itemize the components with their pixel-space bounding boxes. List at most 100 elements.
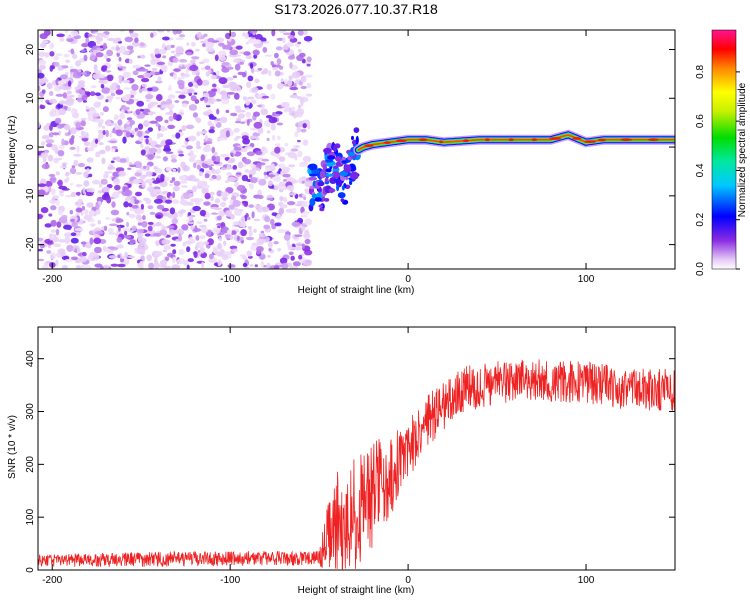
transition-blob <box>333 145 338 152</box>
noise-speckle <box>177 210 185 214</box>
noise-speckle <box>230 152 234 156</box>
noise-speckle <box>161 207 169 212</box>
noise-speckle <box>306 63 311 67</box>
noise-speckle <box>68 80 72 87</box>
noise-speckle <box>83 70 91 77</box>
transition-blob <box>318 204 324 208</box>
noise-speckle <box>264 215 271 223</box>
noise-speckle <box>195 140 201 147</box>
noise-speckle <box>95 92 101 96</box>
noise-speckle <box>173 155 177 158</box>
noise-speckle <box>270 218 275 226</box>
noise-speckle <box>195 48 200 52</box>
noise-speckle <box>190 56 200 59</box>
noise-speckle <box>71 108 78 115</box>
noise-speckle <box>232 200 241 207</box>
y-tick-label: 20 <box>25 44 36 56</box>
noise-speckle <box>136 232 144 237</box>
noise-speckle <box>163 128 168 131</box>
noise-speckle <box>249 62 254 69</box>
noise-speckle <box>283 234 291 241</box>
noise-speckle <box>249 264 254 267</box>
noise-speckle <box>256 249 261 255</box>
noise-speckle <box>177 234 183 242</box>
noise-speckle <box>242 96 248 101</box>
noise-speckle <box>81 205 86 211</box>
noise-speckle <box>143 135 150 139</box>
noise-speckle <box>39 104 46 110</box>
transition-blob <box>351 135 354 141</box>
noise-speckle <box>74 86 82 91</box>
noise-speckle <box>118 77 123 84</box>
noise-speckle <box>203 33 208 37</box>
noise-speckle <box>118 57 122 62</box>
noise-speckle <box>61 138 65 146</box>
noise-speckle <box>226 77 234 81</box>
noise-speckle <box>238 222 246 228</box>
noise-speckle <box>274 186 278 191</box>
noise-speckle <box>117 225 121 232</box>
noise-speckle <box>168 183 173 187</box>
noise-speckle <box>69 167 77 175</box>
colorbar-axes: 0.0 0.2 0.4 0.6 0.8 <box>695 64 740 276</box>
noise-speckle <box>220 191 229 197</box>
noise-speckle <box>189 64 199 72</box>
noise-speckle <box>110 263 119 267</box>
noise-speckle <box>157 76 162 82</box>
noise-speckle <box>118 170 126 177</box>
noise-speckle <box>122 136 127 144</box>
noise-speckle <box>66 107 71 112</box>
noise-speckle <box>227 66 234 70</box>
noise-speckle <box>286 185 295 191</box>
noise-speckle <box>140 54 146 59</box>
transition-blob <box>331 171 341 179</box>
noise-speckle <box>214 198 221 204</box>
noise-speckle <box>94 230 104 235</box>
noise-speckle <box>115 125 123 131</box>
noise-speckle <box>217 215 222 221</box>
noise-speckle <box>203 201 211 206</box>
noise-speckle <box>109 84 116 91</box>
noise-speckle <box>115 97 121 100</box>
noise-speckle <box>178 129 183 133</box>
noise-speckle <box>56 33 65 38</box>
noise-speckle <box>41 163 50 170</box>
signal-peak <box>364 144 374 148</box>
noise-speckle <box>86 187 95 193</box>
spectrogram-ylabel: Frequency (Hz) <box>7 116 18 185</box>
noise-speckle <box>85 192 94 197</box>
noise-speckle <box>193 162 197 169</box>
noise-speckle <box>132 178 141 185</box>
noise-speckle <box>245 42 249 45</box>
noise-speckle <box>278 181 286 187</box>
noise-speckle <box>216 190 223 197</box>
noise-speckle <box>266 137 270 142</box>
noise-speckle <box>282 37 286 44</box>
noise-speckle <box>207 69 212 74</box>
noise-speckle <box>280 78 284 83</box>
noise-speckle <box>102 42 107 50</box>
noise-speckle <box>240 121 246 124</box>
noise-speckle <box>162 36 170 41</box>
snr-marks <box>38 359 675 570</box>
noise-speckle <box>49 124 53 131</box>
noise-speckle <box>178 83 185 90</box>
noise-speckle <box>281 262 289 269</box>
y-tick-label: 400 <box>25 350 36 367</box>
noise-speckle <box>102 129 106 136</box>
noise-speckle <box>166 30 171 33</box>
noise-speckle <box>202 146 212 153</box>
noise-speckle <box>288 75 293 81</box>
transition-blob <box>309 198 316 207</box>
noise-speckle <box>151 67 158 72</box>
noise-speckle <box>185 124 195 130</box>
noise-speckle <box>57 150 65 157</box>
noise-speckle <box>109 90 114 93</box>
noise-speckle <box>123 98 130 102</box>
noise-speckle <box>89 91 96 97</box>
noise-speckle <box>202 43 207 47</box>
signal-peak <box>439 140 444 144</box>
noise-speckle <box>38 183 47 187</box>
noise-speckle <box>164 144 170 151</box>
